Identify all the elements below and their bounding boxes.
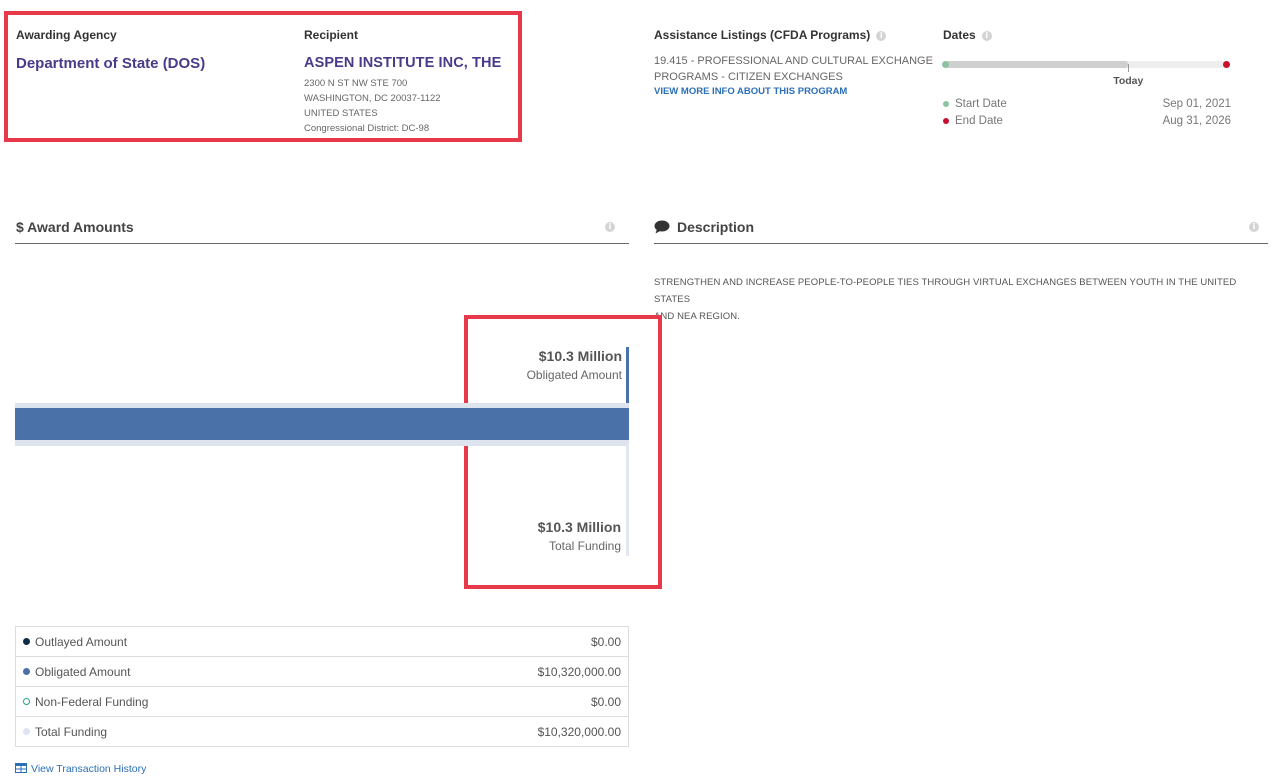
legend-value: $0.00 [376,686,629,717]
start-date-value: Sep 01, 2021 [1162,98,1231,110]
recipient-address-line3: UNITED STATES [304,108,378,119]
legend-row: Total Funding $10,320,000.00 [16,717,629,747]
legend-dot [23,667,30,675]
highlight-box-amounts [464,315,662,589]
info-icon[interactable]: i [876,30,887,41]
total-funding-big: $10.3 Million [537,519,621,535]
awarding-agency-label: Awarding Agency [16,28,117,42]
legend-label: Obligated Amount [35,664,131,679]
info-icon[interactable]: i [981,30,992,41]
recipient-congressional-district: Congressional District: DC-98 [304,123,430,134]
legend-label-cell: Non-Federal Funding [15,686,377,717]
total-funding-marker-line [626,444,629,556]
end-date-label: End Date [955,115,1003,127]
dates-timeline-track [945,61,1227,68]
legend-dot [23,637,30,645]
view-transaction-history-link[interactable]: View Transaction History [15,763,146,775]
start-date-label: Start Date [955,98,1007,110]
highlight-box-agency-recipient [4,11,522,142]
legend-label: Total Funding [35,724,108,739]
end-date-value: Aug 31, 2026 [1162,115,1231,127]
recipient-label: Recipient [304,28,359,42]
end-date-row: End Date Aug 31, 2026 [943,115,1231,127]
legend-row: Non-Federal Funding $0.00 [15,686,629,717]
award-amounts-title: $ Award Amounts [16,219,134,235]
start-date-row: Start Date Sep 01, 2021 [943,98,1231,110]
timeline-start-marker [942,61,949,68]
cfda-heading: Assistance Listings (CFDA Programs) i [654,28,887,42]
total-funding-label: Total Funding [548,539,621,553]
awarding-agency-name[interactable]: Department of State (DOS) [16,55,206,72]
description-text-line1: STRENGTHEN AND INCREASE PEOPLE-TO-PEOPLE… [654,277,1237,305]
obligated-amount-label: Obligated Amount [526,368,622,382]
description-text: STRENGTHEN AND INCREASE PEOPLE-TO-PEOPLE… [654,274,1274,325]
cfda-program: 19.415 - PROFESSIONAL AND CULTURAL EXCHA… [654,53,933,85]
legend-label-cell: Obligated Amount [15,656,377,687]
cfda-program-line2: PROGRAMS - CITIZEN EXCHANGES [654,71,843,83]
table-icon [15,763,27,774]
legend-value: $10,320,000.00 [537,724,621,739]
cfda-program-line1: 19.415 - PROFESSIONAL AND CULTURAL EXCHA… [654,55,933,67]
legend-label-cell: Outlayed Amount [15,626,377,657]
recipient-address-line1: 2300 N ST NW STE 700 [304,78,408,89]
recipient-name[interactable]: ASPEN INSTITUTE INC, THE [304,55,502,71]
timeline-end-marker [1223,61,1230,68]
legend-label: Outlayed Amount [35,634,128,649]
recipient-address-line2: WASHINGTON, DC 20037-1122 [304,93,441,104]
view-transaction-history-label: View Transaction History [31,763,147,775]
description-divider [654,243,1268,244]
info-icon[interactable]: i [605,222,615,232]
award-amounts-legend: Outlayed Amount $0.00 Obligated Amount $10,… [15,626,629,747]
end-date-dot [943,117,949,124]
dates-timeline-elapsed [945,61,1129,68]
cfda-label: Assistance Listings (CFDA Programs) [654,28,871,42]
legend-row: Outlayed Amount $0.00 [15,626,629,657]
legend-value: $10,320,000.00 [376,656,629,687]
legend-label: Non-Federal Funding [35,694,149,709]
info-icon[interactable]: i [1249,222,1259,232]
timeline-today-tick [1128,64,1130,72]
cfda-more-info-link[interactable]: VIEW MORE INFO ABOUT THIS PROGRAM [654,86,848,97]
award-amounts-divider [15,243,629,244]
recipient-address: 2300 N ST NW STE 700 WASHINGTON, DC 2003… [304,76,441,136]
description-text-line2: AND NEA REGION. [654,311,740,322]
dates-heading: Dates i [943,28,992,42]
dates-label: Dates [943,28,976,42]
legend-dot [23,697,30,705]
legend-value: $0.00 [376,626,629,657]
start-date-dot [943,100,949,107]
obligated-amount-big: $10.3 Million [538,348,622,364]
timeline-today-label: Today [1113,75,1144,87]
legend-label-cell: Total Funding [16,717,377,747]
legend-row: Obligated Amount $10,320,000.00 [15,656,629,687]
legend-dot [23,727,30,735]
award-bar-obligated[interactable] [15,408,629,440]
speech-bubble-icon [654,220,670,234]
description-title: Description [677,219,755,235]
obligated-marker-line [626,347,629,409]
description-heading: Description [654,219,754,235]
